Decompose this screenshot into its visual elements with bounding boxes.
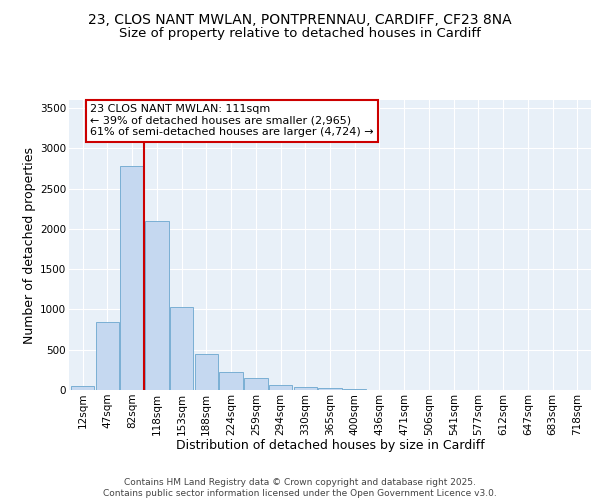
Text: 23, CLOS NANT MWLAN, PONTPRENNAU, CARDIFF, CF23 8NA: 23, CLOS NANT MWLAN, PONTPRENNAU, CARDIF… xyxy=(88,12,512,26)
X-axis label: Distribution of detached houses by size in Cardiff: Distribution of detached houses by size … xyxy=(176,439,484,452)
Bar xyxy=(293,387,317,390)
Bar xyxy=(121,166,144,390)
Text: Contains HM Land Registry data © Crown copyright and database right 2025.
Contai: Contains HM Land Registry data © Crown c… xyxy=(103,478,497,498)
Bar xyxy=(194,354,218,390)
Bar xyxy=(71,386,94,390)
Bar xyxy=(269,385,292,390)
Bar xyxy=(170,306,193,390)
Bar xyxy=(318,388,342,390)
Y-axis label: Number of detached properties: Number of detached properties xyxy=(23,146,36,344)
Bar xyxy=(145,221,169,390)
Text: Size of property relative to detached houses in Cardiff: Size of property relative to detached ho… xyxy=(119,28,481,40)
Bar xyxy=(244,378,268,390)
Bar xyxy=(343,389,367,390)
Bar xyxy=(219,372,243,390)
Text: 23 CLOS NANT MWLAN: 111sqm
← 39% of detached houses are smaller (2,965)
61% of s: 23 CLOS NANT MWLAN: 111sqm ← 39% of deta… xyxy=(90,104,374,137)
Bar xyxy=(95,322,119,390)
